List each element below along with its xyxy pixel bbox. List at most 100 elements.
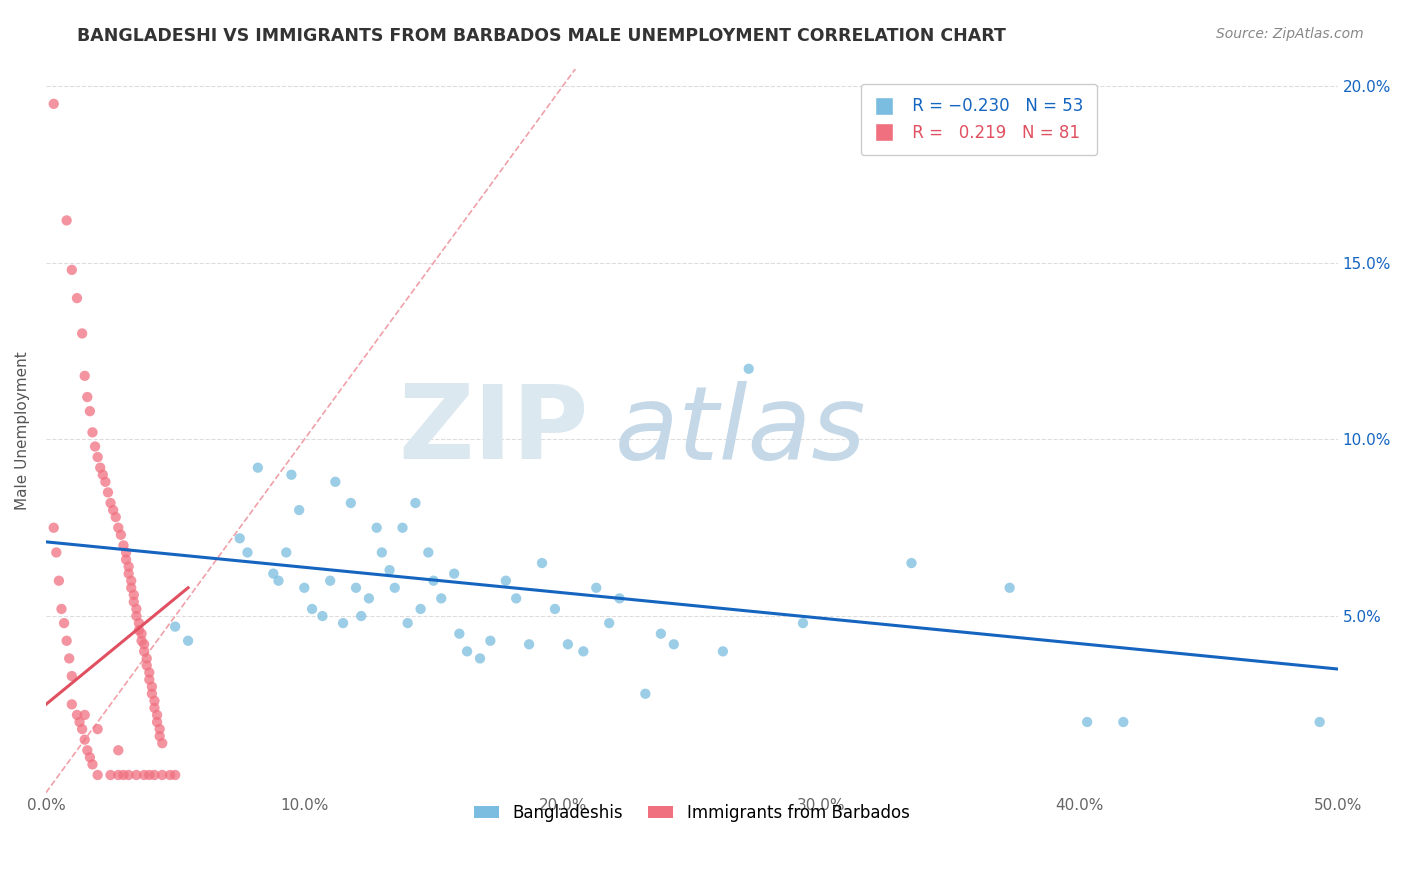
Point [55,213,77,227]
Point [117,768,139,782]
Point [131,633,153,648]
Point [998,581,1021,595]
Point [443,566,465,581]
Text: atlas: atlas [614,381,866,481]
Point [91,467,114,482]
Point [422,574,444,588]
Text: BANGLADESHI VS IMMIGRANTS FROM BARBADOS MALE UNEMPLOYMENT CORRELATION CHART: BANGLADESHI VS IMMIGRANTS FROM BARBADOS … [77,27,1007,45]
Point [165,768,187,782]
Point [449,626,471,640]
Point [456,644,478,658]
Point [110,528,132,542]
Point [97,485,120,500]
Point [73,368,96,383]
Point [366,521,388,535]
Point [430,591,453,606]
Point [100,768,122,782]
Point [73,732,96,747]
Point [128,616,150,631]
Point [149,729,172,743]
Point [288,503,311,517]
Point [125,609,148,624]
Point [70,326,93,341]
Point [146,714,169,729]
Y-axis label: Male Unemployment: Male Unemployment [15,351,30,510]
Point [384,581,406,595]
Point [141,687,163,701]
Point [107,743,129,757]
Point [134,637,156,651]
Point [650,626,672,640]
Point [134,768,156,782]
Point [107,521,129,535]
Point [70,722,93,736]
Point [122,588,145,602]
Point [135,658,157,673]
Point [150,768,173,782]
Text: ZIP: ZIP [398,380,589,481]
Point [517,637,540,651]
Point [60,669,83,683]
Point [76,743,98,757]
Legend: Bangladeshis, Immigrants from Barbados: Bangladeshis, Immigrants from Barbados [461,790,922,835]
Point [246,460,269,475]
Point [143,694,166,708]
Point [262,566,284,581]
Point [138,673,160,687]
Point [479,633,502,648]
Point [120,581,142,595]
Point [76,390,98,404]
Point [100,496,122,510]
Point [531,556,554,570]
Point [55,633,77,648]
Point [73,708,96,723]
Point [79,404,101,418]
Point [112,538,135,552]
Point [585,581,607,595]
Point [107,768,129,782]
Point [141,680,163,694]
Point [53,616,76,631]
Point [1112,714,1135,729]
Point [711,644,734,658]
Point [86,722,108,736]
Point [60,698,83,712]
Point [69,714,91,729]
Point [634,687,657,701]
Point [609,591,631,606]
Point [319,574,342,588]
Point [325,475,347,489]
Point [350,609,373,624]
Point [42,96,65,111]
Point [66,708,89,723]
Point [143,768,166,782]
Point [94,475,117,489]
Point [468,651,491,665]
Point [66,291,89,305]
Point [391,521,413,535]
Point [404,496,426,510]
Point [357,591,380,606]
Point [104,510,127,524]
Point [738,361,761,376]
Point [115,545,138,559]
Point [276,545,298,559]
Point [1076,714,1098,729]
Point [122,595,145,609]
Point [301,602,323,616]
Point [505,591,527,606]
Point [117,559,139,574]
Point [143,701,166,715]
Point [149,722,172,736]
Point [134,644,156,658]
Point [165,620,187,634]
Point [150,736,173,750]
Point [79,750,101,764]
Point [101,503,124,517]
Point [82,425,104,440]
Point [495,574,517,588]
Point [135,651,157,665]
Point [311,609,333,624]
Point [138,665,160,680]
Point [900,556,922,570]
